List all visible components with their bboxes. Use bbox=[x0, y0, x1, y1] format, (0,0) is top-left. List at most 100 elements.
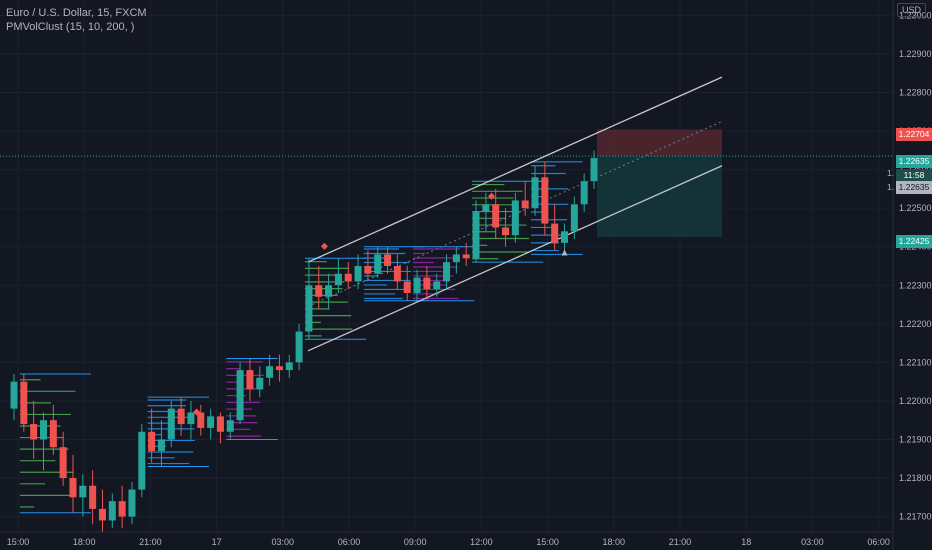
chart-legend: Euro / U.S. Dollar, 15, FXCM PMVolClust … bbox=[6, 6, 147, 34]
candle-body bbox=[393, 266, 401, 282]
time-tick-label: 15:00 bbox=[536, 537, 559, 547]
candle-body bbox=[69, 478, 77, 498]
candle-body bbox=[315, 285, 323, 297]
candle-body bbox=[580, 181, 588, 205]
last-price-tag: 1.22635 bbox=[896, 155, 932, 168]
indicator-title[interactable]: PMVolClust (15, 10, 200, ) bbox=[6, 21, 135, 33]
signal-diamond bbox=[487, 192, 496, 200]
candle-body bbox=[20, 381, 28, 425]
candle-body bbox=[256, 377, 264, 390]
candle-body bbox=[157, 439, 165, 452]
candle-body bbox=[275, 366, 283, 371]
candle-body bbox=[49, 420, 57, 448]
candle-body bbox=[128, 489, 136, 517]
candle-body bbox=[364, 266, 372, 274]
candle-body bbox=[443, 262, 451, 282]
price-tick-label: 1.21700 bbox=[899, 512, 932, 522]
candle-body bbox=[266, 366, 274, 378]
candle-body bbox=[531, 177, 539, 209]
candle-body bbox=[226, 420, 234, 432]
target-price-tag: 1.22704 bbox=[896, 128, 932, 141]
candle-body bbox=[521, 200, 529, 209]
candle-body bbox=[511, 200, 519, 236]
time-tick-label: 18 bbox=[741, 537, 751, 547]
candle-body bbox=[423, 277, 431, 290]
channel-upper-line bbox=[307, 76, 723, 263]
candle-body bbox=[541, 177, 549, 224]
candle-body bbox=[561, 231, 569, 243]
signal-markers bbox=[193, 192, 568, 416]
price-tick-label: 1.22000 bbox=[899, 396, 932, 406]
time-tick-label: 17 bbox=[212, 537, 222, 547]
time-tick-label: 03:00 bbox=[801, 537, 824, 547]
candles bbox=[10, 150, 598, 532]
signal-diamond bbox=[320, 242, 328, 250]
position-zones[interactable] bbox=[0, 129, 893, 238]
candle-body bbox=[551, 223, 559, 243]
candle-body bbox=[472, 212, 480, 259]
time-tick-label: 12:00 bbox=[470, 537, 493, 547]
candle-body bbox=[384, 254, 392, 266]
candle-body bbox=[452, 254, 460, 263]
price-axis-bg bbox=[893, 0, 932, 550]
signal-triangle bbox=[561, 249, 568, 256]
price-tick-label: 1.22800 bbox=[899, 88, 932, 98]
time-tick-label: 06:00 bbox=[338, 537, 361, 547]
price-tick-label: 1.21900 bbox=[899, 434, 932, 444]
candle-body bbox=[197, 412, 205, 428]
candle-body bbox=[216, 416, 224, 432]
stop-price-tag: 1.22425 bbox=[896, 235, 932, 248]
price-tick-label: 1.23000 bbox=[899, 10, 932, 20]
candle-body bbox=[79, 485, 87, 498]
candle-body bbox=[10, 381, 18, 409]
candle-body bbox=[108, 501, 116, 521]
candle-body bbox=[570, 204, 578, 232]
candle-body bbox=[354, 266, 362, 282]
candle-body bbox=[187, 412, 195, 425]
countdown-tag: 11:58 bbox=[896, 169, 932, 182]
candle-body bbox=[374, 254, 382, 274]
candle-body bbox=[482, 204, 490, 213]
entry-price-tag: 1.22635 bbox=[896, 181, 932, 194]
candle-body bbox=[39, 420, 47, 440]
candle-body bbox=[325, 285, 333, 297]
channel-lower-line bbox=[307, 165, 723, 352]
candle-body bbox=[462, 254, 470, 259]
candle-body bbox=[98, 508, 106, 521]
candle-body bbox=[285, 362, 293, 371]
price-tick-label: 1.22100 bbox=[899, 357, 932, 367]
price-tick-label: 1.22500 bbox=[899, 203, 932, 213]
time-tick-label: 06:00 bbox=[867, 537, 890, 547]
time-axis[interactable]: 15:00 18:00 21:00 17 03:00 06:00 09:00 12:00 15:… bbox=[0, 531, 893, 547]
left-mark-2: 1. bbox=[887, 182, 895, 192]
time-tick-label: 18:00 bbox=[73, 537, 96, 547]
price-tick-label: 1.21800 bbox=[899, 473, 932, 483]
time-tick-label: 21:00 bbox=[669, 537, 692, 547]
candle-body bbox=[502, 227, 510, 236]
price-tick-label: 1.22200 bbox=[899, 319, 932, 329]
candle-body bbox=[236, 370, 244, 421]
candle-body bbox=[403, 281, 411, 293]
time-tick-label: 21:00 bbox=[139, 537, 162, 547]
candle-body bbox=[167, 408, 175, 440]
candle-body bbox=[177, 408, 185, 425]
candle-body bbox=[590, 158, 598, 182]
signal-diamond bbox=[193, 408, 201, 416]
candle-body bbox=[207, 416, 215, 428]
candle-body bbox=[30, 424, 38, 440]
candle-body bbox=[89, 485, 97, 509]
candle-body bbox=[118, 501, 126, 517]
time-tick-label: 09:00 bbox=[404, 537, 427, 547]
candle-body bbox=[413, 277, 421, 293]
candle-body bbox=[433, 281, 441, 290]
price-tick-label: 1.22900 bbox=[899, 49, 932, 59]
symbol-title[interactable]: Euro / U.S. Dollar, 15, FXCM bbox=[6, 7, 147, 19]
time-tick-label: 15:00 bbox=[7, 537, 30, 547]
candle-body bbox=[492, 204, 500, 228]
candle-body bbox=[148, 431, 156, 452]
currency-button[interactable]: USD bbox=[896, 3, 926, 17]
price-tick-label: 1.22300 bbox=[899, 280, 932, 290]
price-axis[interactable]: 1.230001.229001.228001.227001.226001.225… bbox=[892, 0, 932, 550]
stop-zone bbox=[597, 156, 722, 238]
